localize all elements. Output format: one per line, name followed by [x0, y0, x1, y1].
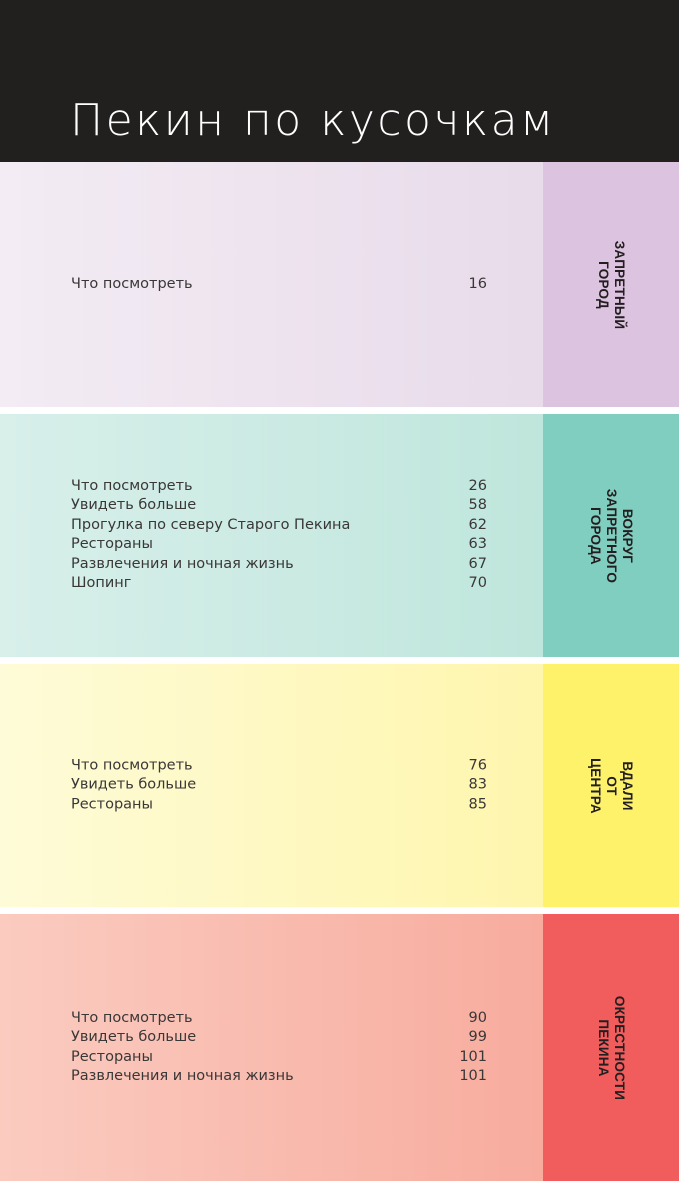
page-title: Пекин по кусочкам	[70, 95, 556, 146]
toc-entry-label: Шопинг	[71, 575, 132, 592]
toc-entries: Что посмотреть 16	[71, 275, 487, 295]
toc-entry: Шопинг 70	[71, 575, 487, 595]
toc-entry: Развлечения и ночная жизнь 101	[71, 1067, 487, 1087]
toc-entry: Что посмотреть 26	[71, 477, 487, 497]
toc-entry: Рестораны 63	[71, 536, 487, 556]
toc-entry-page: 99	[468, 1028, 487, 1045]
header-band: Пекин по кусочкам	[0, 0, 679, 162]
toc-entry-label: Увидеть больше	[71, 776, 197, 793]
toc-entry-page: 67	[468, 556, 487, 573]
section-body: Что посмотреть 16	[0, 162, 543, 407]
toc-entry-page: 16	[468, 275, 487, 292]
toc-entry-page: 90	[468, 1009, 487, 1026]
toc-entry-page: 26	[468, 477, 487, 494]
section-away-from-center: Что посмотреть 76 Увидеть больше 83 Ресторан…	[0, 664, 679, 907]
toc-entry-page: 101	[459, 1068, 487, 1085]
toc-entry-label: Развлечения и ночная жизнь	[71, 556, 294, 573]
section-tab-label: ЗАПРЕТНЫЙ ГОРОД	[596, 240, 627, 329]
section-around-forbidden-city: Что посмотреть 26 Увидеть больше 58 Прогулка…	[0, 414, 679, 657]
toc-entries: Что посмотреть 26 Увидеть больше 58 Прогулка…	[71, 477, 487, 595]
toc-entry-label: Что посмотреть	[71, 477, 193, 494]
toc-entries: Что посмотреть 90 Увидеть больше 99 Ресторан…	[71, 1008, 487, 1086]
toc-entry-page: 76	[468, 757, 487, 774]
toc-entry: Что посмотреть 76	[71, 756, 487, 776]
section-tab-label: ВОКРУГ ЗАПРЕТНОГО ГОРОДА	[588, 488, 635, 583]
section-tab-label: ОКРЕСТНОСТИ ПЕКИНА	[596, 995, 627, 1100]
toc-entry-page: 58	[468, 497, 487, 514]
toc-entry: Что посмотреть 16	[71, 275, 487, 295]
toc-entry: Рестораны 101	[71, 1048, 487, 1068]
toc-entry-page: 101	[459, 1048, 487, 1065]
toc-entry-page: 63	[468, 536, 487, 553]
section-tab: ЗАПРЕТНЫЙ ГОРОД	[543, 162, 679, 407]
toc-entry-label: Рестораны	[71, 536, 153, 553]
section-beijing-surroundings: Что посмотреть 90 Увидеть больше 99 Ресторан…	[0, 914, 679, 1181]
section-tab-label: ВДАЛИ ОТ ЦЕНТРА	[588, 757, 635, 814]
toc-entry-label: Увидеть больше	[71, 1028, 197, 1045]
toc-entry-label: Что посмотреть	[71, 275, 193, 292]
toc-entry: Развлечения и ночная жизнь 67	[71, 555, 487, 575]
toc-entry: Рестораны 85	[71, 795, 487, 815]
toc-entries: Что посмотреть 76 Увидеть больше 83 Ресторан…	[71, 756, 487, 815]
toc-entry: Прогулка по северу Старого Пекина 62	[71, 516, 487, 536]
toc-entry-label: Рестораны	[71, 1048, 153, 1065]
section-body: Что посмотреть 76 Увидеть больше 83 Ресторан…	[0, 664, 543, 907]
toc-entry-page: 70	[468, 575, 487, 592]
toc-entry: Увидеть больше 58	[71, 496, 487, 516]
toc-entry: Что посмотреть 90	[71, 1008, 487, 1028]
toc-entry-page: 83	[468, 776, 487, 793]
section-forbidden-city: Что посмотреть 16 ЗАПРЕТНЫЙ ГОРОД	[0, 162, 679, 407]
toc-entry-label: Прогулка по северу Старого Пекина	[71, 516, 351, 533]
section-tab: ОКРЕСТНОСТИ ПЕКИНА	[543, 914, 679, 1181]
toc-entry: Увидеть больше 83	[71, 776, 487, 796]
section-body: Что посмотреть 26 Увидеть больше 58 Прогулка…	[0, 414, 543, 657]
section-tab: ВОКРУГ ЗАПРЕТНОГО ГОРОДА	[543, 414, 679, 657]
toc-entry-page: 62	[468, 516, 487, 533]
toc-entry-label: Что посмотреть	[71, 757, 193, 774]
toc-entry-label: Развлечения и ночная жизнь	[71, 1068, 294, 1085]
toc-entry-label: Рестораны	[71, 796, 153, 813]
toc-entry: Увидеть больше 99	[71, 1028, 487, 1048]
section-body: Что посмотреть 90 Увидеть больше 99 Ресторан…	[0, 914, 543, 1181]
toc-entry-page: 85	[468, 796, 487, 813]
toc-entry-label: Увидеть больше	[71, 497, 197, 514]
section-tab: ВДАЛИ ОТ ЦЕНТРА	[543, 664, 679, 907]
toc-entry-label: Что посмотреть	[71, 1009, 193, 1026]
